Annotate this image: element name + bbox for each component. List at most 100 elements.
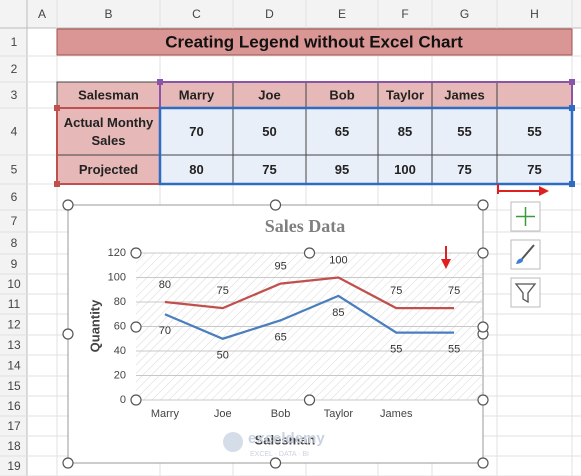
y-tick-label: 60 — [114, 320, 126, 332]
row-number: 4 — [11, 125, 18, 139]
row-number: 10 — [7, 277, 21, 291]
y-tick-label: 40 — [114, 345, 126, 357]
selection-handle — [54, 105, 60, 111]
row-header-bar — [0, 0, 27, 476]
row-number: 5 — [11, 163, 18, 177]
y-tick-label: 120 — [108, 247, 126, 259]
header-cell — [305, 81, 379, 109]
row-number: 11 — [8, 297, 21, 311]
x-tick-label: Joe — [214, 408, 232, 420]
data-label: 65 — [274, 331, 286, 343]
value-cell — [305, 154, 379, 185]
row-number: 16 — [7, 399, 21, 413]
selection-handle — [569, 79, 575, 85]
data-label: 75 — [217, 285, 229, 297]
cell-value: 80 — [189, 162, 203, 177]
header-cell — [377, 81, 433, 109]
header-label: Joe — [258, 87, 280, 102]
resize-handle — [62, 199, 74, 211]
resize-handle — [477, 199, 489, 211]
data-label: 85 — [332, 307, 344, 319]
chart-elements-button[interactable] — [510, 201, 541, 232]
value-cell — [305, 107, 379, 156]
data-label: 55 — [448, 344, 460, 356]
cell-value: 75 — [527, 162, 541, 177]
column-letter: E — [338, 7, 346, 21]
resize-handle — [477, 321, 489, 333]
row-number: 19 — [7, 459, 21, 473]
watermark-logo — [223, 432, 243, 452]
chart-styles-button[interactable] — [510, 239, 541, 270]
column-letter: D — [265, 7, 274, 21]
header-label: Bob — [329, 87, 354, 102]
data-label: 50 — [217, 350, 229, 362]
data-label: 70 — [159, 325, 171, 337]
title-bar — [56, 28, 573, 56]
selection-handle — [157, 79, 163, 85]
x-tick-label: Bob — [271, 408, 291, 420]
selection-handle — [569, 181, 575, 187]
data-label: 75 — [448, 285, 460, 297]
annotation-arrow — [497, 184, 549, 196]
data-label: 80 — [159, 279, 171, 291]
row-number: 14 — [7, 359, 21, 373]
cell-value: 100 — [394, 162, 416, 177]
watermark-tagline: EXCEL · DATA · BI — [250, 451, 309, 458]
sheet-title: Creating Legend without Excel Chart — [165, 32, 463, 51]
resize-handle — [477, 457, 489, 469]
row-label: Actual Monthy Sales — [63, 114, 154, 148]
chart-title: Sales Data — [265, 216, 346, 236]
resize-handle — [62, 328, 74, 340]
column-letter: G — [460, 7, 469, 21]
resize-handle — [303, 247, 316, 259]
series-line — [164, 294, 455, 340]
row-label: Projected — [79, 162, 138, 177]
resize-handle — [269, 199, 282, 211]
chart-filters-button[interactable] — [510, 277, 541, 308]
cell-value: 75 — [262, 162, 276, 177]
header-label: Taylor — [386, 87, 424, 102]
cell-value: 70 — [189, 124, 203, 139]
resize-handle — [130, 394, 142, 406]
x-tick-label: Taylor — [324, 408, 354, 420]
y-tick-label: 20 — [114, 369, 126, 381]
value-cell — [159, 154, 234, 185]
resize-handle — [62, 457, 74, 469]
row-number: 3 — [11, 88, 18, 102]
resize-handle — [303, 394, 316, 406]
data-table: Creating Legend without Excel Chart Sales… — [54, 28, 575, 187]
resize-handle — [269, 457, 282, 469]
header-cell — [496, 81, 573, 109]
row-number: 8 — [11, 236, 18, 250]
watermark: exceldemy — [248, 430, 325, 447]
header-label: James — [444, 87, 484, 102]
y-axis-title: Quantity — [87, 299, 102, 352]
header-cell — [56, 81, 161, 109]
y-tick-label: 80 — [114, 296, 126, 308]
row-number: 6 — [11, 190, 18, 204]
x-tick-label: James — [380, 408, 413, 420]
row-number: 18 — [7, 439, 21, 453]
header-cell — [232, 81, 307, 109]
value-cell — [232, 154, 307, 185]
data-label: 75 — [390, 285, 402, 297]
column-letter: C — [192, 7, 201, 21]
selection-handle — [569, 105, 575, 111]
x-tick-label: Marry — [151, 408, 180, 420]
data-label: 55 — [390, 344, 402, 356]
chart[interactable]: Sales Data 0 20 40 60 80 100 120 Marry Joe Bob Tayl… — [62, 199, 489, 469]
selection-handle — [54, 181, 60, 187]
cell-value: 95 — [335, 162, 349, 177]
row-number: 13 — [7, 338, 21, 352]
header-label: Salesman — [78, 87, 139, 102]
row-number: 15 — [7, 379, 21, 393]
cell-value: 55 — [457, 124, 471, 139]
row-number: 9 — [11, 257, 18, 271]
column-header-bar — [0, 0, 581, 28]
cell-value: 85 — [398, 124, 412, 139]
cell-value: 50 — [262, 124, 276, 139]
series-line — [164, 276, 455, 310]
resize-handle — [477, 247, 489, 259]
row-number: 7 — [11, 214, 18, 228]
